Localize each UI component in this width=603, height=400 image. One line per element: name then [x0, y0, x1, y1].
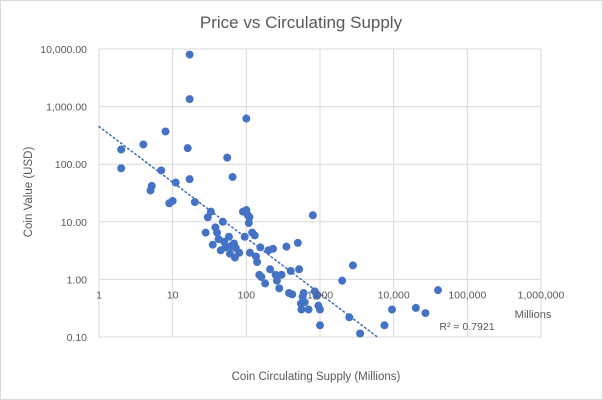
- data-point: [300, 298, 309, 307]
- data-point: [275, 284, 284, 293]
- y-tick-label: 10,000.00: [40, 44, 87, 56]
- y-axis-tick-labels: 0.10 1.00 10.00 100.00 1,000.00 10,000.00: [40, 44, 87, 344]
- x-tick-label: 1,000,000: [518, 289, 565, 301]
- y-tick-label: 0.10: [67, 332, 88, 344]
- data-point: [277, 270, 286, 279]
- data-point: [208, 240, 217, 249]
- y-axis-title: Coin Value (USD): [23, 147, 35, 238]
- data-point: [268, 244, 277, 253]
- data-point: [185, 95, 194, 104]
- data-points: [117, 50, 443, 338]
- data-point: [240, 232, 249, 241]
- data-point: [245, 248, 254, 257]
- data-point: [224, 232, 233, 241]
- data-point: [250, 231, 259, 240]
- data-point: [304, 305, 313, 314]
- y-tick-label: 10.00: [61, 217, 87, 229]
- y-tick-label: 100.00: [55, 159, 87, 171]
- x-axis-title: Coin Circulating Supply (Millions): [232, 371, 401, 383]
- data-point: [183, 144, 192, 153]
- data-point: [257, 273, 266, 282]
- data-point: [312, 291, 321, 300]
- data-point: [421, 309, 430, 318]
- data-point: [286, 266, 295, 275]
- x-tick-label: 100: [238, 289, 256, 301]
- data-point: [299, 289, 308, 298]
- data-point: [345, 313, 354, 322]
- data-point: [316, 305, 324, 314]
- data-point: [244, 219, 253, 228]
- data-point: [228, 172, 237, 181]
- x-tick-label: 10: [167, 289, 179, 301]
- data-point: [223, 153, 232, 162]
- y-tick-label: 1,000.00: [46, 102, 87, 114]
- data-point: [235, 248, 244, 257]
- x-tick-label: 100,000: [448, 289, 486, 301]
- data-point: [218, 217, 227, 226]
- data-point: [293, 238, 302, 247]
- gridlines: [98, 48, 542, 338]
- data-point: [185, 50, 194, 59]
- data-point: [261, 279, 270, 288]
- data-point: [308, 211, 317, 220]
- data-point: [411, 303, 420, 312]
- data-point: [161, 127, 170, 136]
- x-tick-label: 1: [96, 289, 102, 301]
- data-point: [288, 290, 297, 299]
- data-point: [242, 114, 251, 123]
- data-point: [295, 265, 304, 274]
- x-axis-unit-label: Millions: [515, 309, 552, 321]
- data-point: [201, 228, 210, 237]
- trendline: [98, 125, 379, 338]
- data-point: [434, 286, 443, 295]
- data-point: [185, 175, 194, 184]
- data-point: [245, 213, 254, 222]
- x-tick-label: 10,000: [378, 289, 410, 301]
- data-point: [282, 242, 291, 251]
- data-point: [117, 164, 126, 173]
- data-point: [171, 178, 180, 187]
- data-point: [139, 140, 148, 149]
- data-point: [190, 198, 199, 207]
- data-point: [117, 145, 126, 154]
- data-point: [272, 276, 281, 285]
- data-point: [147, 181, 156, 190]
- data-point: [168, 196, 177, 205]
- data-point: [213, 228, 222, 237]
- data-point: [297, 305, 306, 314]
- chart-title: Price vs Circulating Supply: [200, 13, 403, 32]
- trendline-group: [98, 125, 379, 338]
- data-point: [157, 166, 166, 175]
- data-point: [338, 276, 347, 285]
- x-axis-tick-labels: 1 10 100 1,000 10,000 100,000 1,000,000: [96, 289, 564, 301]
- data-point: [388, 305, 397, 314]
- data-point: [253, 258, 262, 267]
- data-point: [256, 243, 265, 252]
- data-point: [266, 265, 275, 274]
- x-tick-label: 1,000: [307, 289, 333, 301]
- data-point: [348, 261, 357, 270]
- data-point: [316, 321, 324, 330]
- data-point: [380, 321, 389, 330]
- y-tick-label: 1.00: [67, 274, 88, 286]
- r-squared-label: R² = 0.7921: [439, 321, 494, 333]
- data-point: [356, 329, 365, 338]
- data-point: [206, 207, 215, 216]
